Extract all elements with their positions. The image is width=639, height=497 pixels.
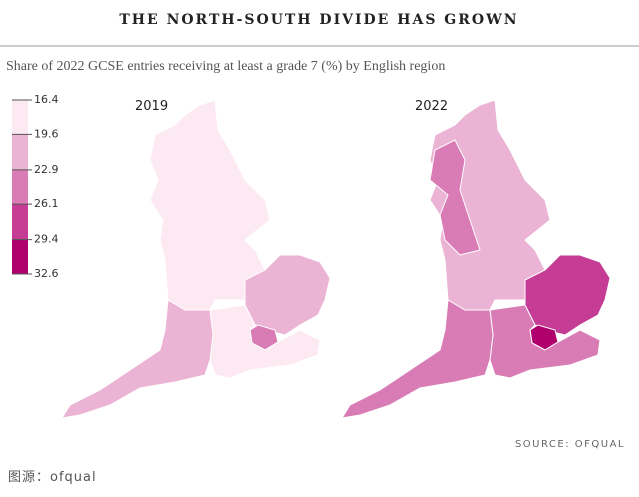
subtitle: Share of 2022 GCSE entries receiving at … bbox=[6, 59, 445, 74]
region bbox=[340, 299, 494, 419]
region bbox=[489, 304, 601, 379]
legend-label: 22.9 bbox=[34, 163, 59, 176]
legend-label: 26.1 bbox=[34, 197, 59, 210]
legend-swatch bbox=[12, 100, 28, 135]
region bbox=[429, 139, 481, 256]
source: SOURCE: OFQUAL bbox=[515, 439, 625, 450]
title: THE NORTH-SOUTH DIVIDE HAS GROWN bbox=[119, 12, 518, 28]
legend-label: 32.6 bbox=[34, 267, 59, 280]
legend: 16.4 19.6 22.9 26.1 29.4 32.6 bbox=[12, 93, 59, 280]
maps bbox=[60, 99, 611, 419]
legend-swatch bbox=[12, 239, 28, 274]
footer: 图源：ofqual bbox=[8, 470, 97, 485]
legend-label: 19.6 bbox=[34, 127, 59, 140]
legend-label: 16.4 bbox=[34, 93, 59, 106]
legend-swatch bbox=[12, 134, 28, 170]
legend-swatch bbox=[12, 169, 28, 205]
legend-swatch bbox=[12, 204, 28, 240]
region bbox=[209, 304, 321, 379]
region bbox=[60, 299, 214, 419]
map-label: 2019 bbox=[135, 99, 168, 114]
legend-label: 29.4 bbox=[34, 233, 59, 246]
map-label: 2022 bbox=[415, 99, 448, 114]
